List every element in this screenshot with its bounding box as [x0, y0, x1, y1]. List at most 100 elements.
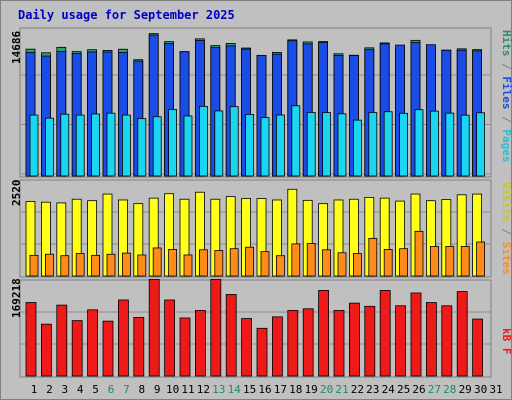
- pages-bar: [45, 117, 54, 177]
- sites-bar: [137, 254, 147, 277]
- pages-bar: [183, 115, 193, 177]
- pages-bar: [229, 106, 239, 177]
- pages-bar: [399, 112, 409, 177]
- day-label: 24: [382, 383, 396, 396]
- sites-bar: [291, 243, 301, 277]
- day-label: 17: [274, 383, 287, 396]
- sites-bar: [368, 237, 378, 277]
- day-label: 29: [459, 383, 472, 396]
- sites-bar: [337, 252, 347, 277]
- sites-bar: [75, 253, 85, 277]
- pages-bar: [60, 113, 70, 177]
- day-labels: 1 2 3 4 5 6 7 8 9 10 11 12 13 14 15 16 17 18 19 20 21 22 23 24 2…: [31, 383, 503, 396]
- sites-bar: [414, 230, 424, 277]
- sites-bar: [352, 253, 362, 277]
- pages-bar: [368, 112, 378, 177]
- pages-bar: [322, 112, 332, 177]
- pages-bar: [337, 113, 347, 177]
- kbytes-bar: [456, 291, 468, 377]
- sites-bar: [306, 243, 316, 277]
- day-label: 12: [197, 383, 210, 396]
- pages-bar: [383, 111, 393, 177]
- day-label: 5: [92, 383, 99, 396]
- pages-bar: [214, 110, 224, 177]
- kbytes-bar: [364, 305, 376, 377]
- sites-bar: [29, 254, 39, 277]
- kbytes-bar: [256, 327, 268, 377]
- kbytes-bar: [25, 302, 37, 377]
- sites-bar: [168, 249, 178, 277]
- pages-bar: [460, 114, 470, 177]
- day-label: 2: [46, 383, 53, 396]
- day-label: 14: [228, 383, 242, 396]
- sites-bar: [45, 253, 54, 277]
- kbytes-bar: [118, 299, 129, 377]
- pages-bar: [429, 110, 439, 177]
- day-label: 21: [335, 383, 348, 396]
- pages-bar: [291, 105, 301, 177]
- day-label: 31: [489, 383, 502, 396]
- day-label: 26: [412, 383, 425, 396]
- day-label: 25: [397, 383, 410, 396]
- kbytes-bar: [41, 323, 52, 377]
- day-label: 28: [443, 383, 456, 396]
- sites-bar: [122, 252, 131, 277]
- day-label: 23: [366, 383, 379, 396]
- day-label: 6: [108, 383, 115, 396]
- legend-part: /: [500, 222, 512, 242]
- kbytes-bar: [318, 290, 330, 377]
- kbytes-bar: [71, 320, 83, 377]
- chart-title: Daily usage for September 2025: [18, 8, 235, 22]
- kbytes-bar: [410, 292, 422, 377]
- kbytes-bar: [148, 278, 160, 377]
- sites-bar: [275, 255, 285, 277]
- legend-part: Visits: [500, 182, 512, 222]
- day-label: 16: [258, 383, 271, 396]
- day-label: 19: [305, 383, 318, 396]
- day-label: 27: [428, 383, 441, 396]
- kbytes-bar: [133, 317, 145, 377]
- pages-bar: [75, 114, 85, 177]
- kbytes-bar: [472, 318, 484, 377]
- day-label: 7: [123, 383, 130, 396]
- legend-part: Files: [500, 76, 512, 109]
- sites-bar: [198, 249, 208, 277]
- pages-bar: [445, 112, 455, 177]
- sites-bar: [214, 250, 224, 277]
- day-label: 4: [77, 383, 84, 396]
- day-label: 8: [138, 383, 145, 396]
- sites-bar: [383, 249, 393, 277]
- sites-bar: [322, 249, 332, 277]
- pages-bar: [260, 117, 270, 177]
- legend-part: /: [500, 57, 512, 77]
- kbytes-bar: [179, 317, 191, 377]
- sites-bar: [460, 246, 470, 277]
- hits-files-pages-legend: Hits / Files / Pages: [500, 30, 512, 163]
- kbytes-bar: [425, 302, 437, 377]
- pages-bar: [152, 116, 162, 177]
- sites-bar: [183, 254, 193, 277]
- legend-part: Sites: [500, 242, 512, 275]
- day-label: 10: [166, 383, 179, 396]
- kbytes-bar: [348, 302, 360, 377]
- pages-bar: [91, 113, 100, 177]
- kbytes-max-label: 169218: [10, 278, 23, 318]
- legend-part: Hits: [500, 30, 512, 57]
- sites-bar: [245, 246, 255, 277]
- sites-bar: [91, 254, 100, 277]
- pages-bar: [245, 113, 255, 177]
- legend-part: Pages: [500, 129, 512, 162]
- day-label: 30: [474, 383, 487, 396]
- kbytes-bar: [102, 320, 114, 377]
- sites-bar: [152, 247, 162, 277]
- sites-bar: [260, 251, 270, 277]
- pages-bar: [122, 114, 131, 177]
- sites-bar: [229, 248, 239, 277]
- visits-sites-legend: Visits / Sites: [500, 182, 512, 275]
- kbytes-bar: [379, 290, 391, 377]
- sites-bar: [399, 248, 409, 277]
- kbytes-bar: [287, 310, 299, 377]
- day-label: 15: [243, 383, 256, 396]
- kbytes-bar: [87, 309, 98, 377]
